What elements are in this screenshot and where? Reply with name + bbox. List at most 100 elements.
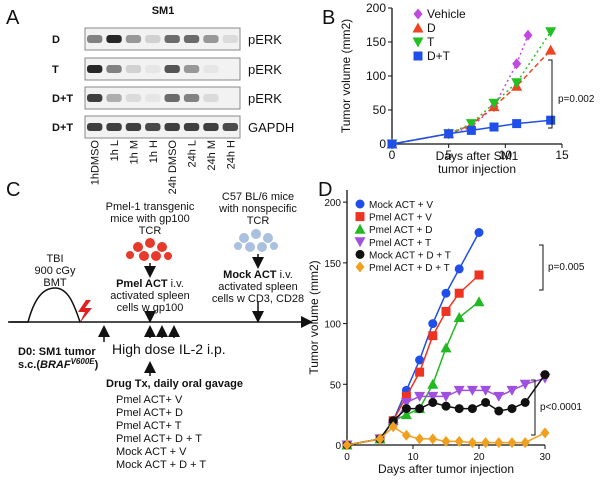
legend-label: Pmel ACT + T: [369, 238, 431, 249]
y-axis-label: Tumor volume (mm2): [307, 260, 321, 374]
point: [512, 119, 522, 129]
band: [183, 65, 200, 73]
point: [400, 398, 412, 408]
lane-label: 24h DMSO: [167, 140, 179, 195]
point: [441, 306, 451, 316]
point: [441, 288, 451, 298]
point: [453, 385, 465, 396]
point: [480, 385, 492, 396]
drug-tx: Drug Tx, daily oral gavage: [106, 378, 243, 390]
protein-label: GAPDH: [248, 120, 294, 135]
band: [125, 123, 142, 131]
legend-marker: [354, 237, 366, 248]
legend-label: Pmel ACT + V: [369, 213, 432, 224]
x-tick-label: 5: [445, 148, 452, 162]
group: Pmel ACT+ V: [116, 394, 183, 406]
band: [183, 123, 200, 131]
diagram: Pmel-1 transgenic mice with gp100 TCR C57 …: [35, 191, 304, 323]
y-tick-label: 150: [366, 35, 386, 49]
band: [203, 65, 219, 73]
point: [481, 437, 491, 449]
legend-marker: [412, 37, 424, 48]
point: [401, 404, 411, 414]
point: [474, 270, 484, 280]
point: [481, 398, 491, 407]
group: Pmel ACT+ D: [116, 407, 183, 419]
series-line: [391, 119, 551, 145]
point: [540, 370, 550, 380]
row-label: T: [52, 64, 59, 76]
point: [428, 398, 438, 407]
point: [388, 421, 398, 433]
band: [145, 94, 161, 102]
x-tick-label: 0: [389, 148, 396, 162]
band: [106, 65, 122, 73]
point: [506, 385, 518, 396]
point: [494, 437, 504, 449]
band: [164, 65, 180, 73]
legend-marker: [355, 249, 365, 259]
group: Mock ACT + D + T: [116, 459, 206, 471]
group: Pmel ACT+ D + T: [116, 433, 202, 445]
band: [87, 65, 103, 73]
legend-label: D+T: [427, 49, 451, 63]
point: [428, 331, 438, 341]
legend-marker: [413, 51, 423, 61]
legend-label: Pmel ACT + D: [369, 225, 432, 236]
point: [467, 437, 477, 449]
y-axis-label: Tumor volume (mm2): [339, 19, 353, 133]
series-line: [346, 274, 480, 446]
band: [183, 94, 200, 102]
blot-strip: [84, 86, 241, 110]
band: [125, 65, 142, 73]
row-label: D: [52, 34, 60, 46]
band: [87, 94, 103, 102]
band: [222, 123, 238, 131]
legend-marker: [354, 223, 366, 234]
point: [415, 433, 425, 445]
point: [440, 342, 452, 353]
point: [507, 437, 517, 449]
panel-label: B: [322, 7, 335, 29]
pmel-cells: [126, 238, 172, 261]
pmel-act: Pmel ACT i.v. activated spleen cells w gp1…: [110, 278, 190, 314]
point: [512, 58, 522, 70]
lane-label: 24h H: [225, 140, 237, 169]
row-label: D+T: [52, 122, 73, 134]
point: [440, 391, 452, 402]
legend-marker: [355, 261, 365, 273]
x-tick-label: 20: [473, 452, 485, 463]
blot-title: SM1: [152, 5, 175, 17]
mock-act: Mock ACT i.v. activated spleen cells w CD3…: [212, 269, 304, 305]
legend-marker: [355, 199, 365, 209]
band: [87, 123, 103, 131]
row-label: D+T: [52, 93, 73, 105]
x-tick-label: 10: [499, 148, 513, 162]
annotation: p<0.0001: [540, 402, 582, 413]
legend-label: Mock ACT + D + T: [369, 250, 451, 261]
band: [106, 123, 122, 131]
bracket: [531, 379, 536, 436]
band: [183, 35, 200, 43]
point: [545, 27, 557, 38]
x-tick-label: 0: [344, 452, 350, 463]
legend-marker: [355, 212, 365, 222]
band: [106, 94, 122, 102]
point: [546, 115, 556, 125]
mock-source: C57 BL/6 mice with nonspecific TCR: [218, 191, 297, 227]
point: [545, 44, 557, 55]
blot-strip: [84, 115, 241, 139]
point: [520, 398, 530, 407]
band: [106, 35, 122, 43]
band: [222, 35, 238, 43]
point: [427, 391, 439, 402]
legend-label: D: [427, 21, 436, 35]
point: [401, 429, 411, 441]
band: [203, 35, 219, 43]
group: Pmel ACT+ T: [116, 420, 182, 432]
blot-strip: [84, 27, 241, 51]
